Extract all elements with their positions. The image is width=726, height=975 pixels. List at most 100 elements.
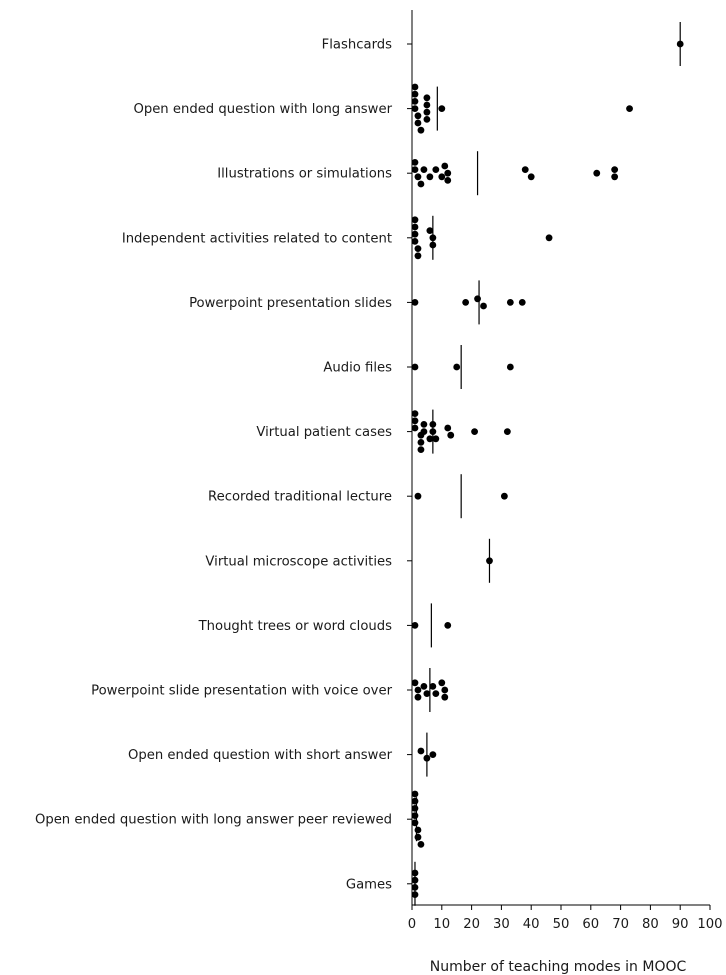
category-labels: Flashcards Open ended question with long …	[35, 38, 412, 892]
data-point	[411, 105, 419, 112]
data-point	[423, 116, 431, 123]
data-point	[429, 421, 437, 428]
data-point	[411, 83, 419, 91]
data-point	[438, 173, 446, 181]
data-point	[432, 435, 440, 443]
data-point	[411, 622, 419, 629]
data-point	[411, 819, 419, 827]
data-point	[426, 173, 434, 181]
category-label: Powerpoint slide presentation with voice…	[91, 684, 392, 699]
data-point	[414, 112, 422, 120]
category-label: Thought trees or word clouds	[198, 619, 393, 634]
x-tick-label: 70	[612, 917, 629, 932]
data-point	[429, 683, 437, 690]
data-point	[411, 223, 419, 231]
data-point	[447, 431, 455, 439]
data-point	[411, 410, 419, 417]
data-point	[432, 690, 440, 697]
x-tick-label: 80	[642, 917, 659, 932]
data-point	[423, 101, 431, 109]
x-axis-ticks: 0 10 20 30 40 50 60 70 80 90 100	[408, 905, 723, 932]
data-point	[420, 428, 428, 435]
data-point	[444, 169, 452, 177]
x-tick-label: 100	[697, 917, 722, 932]
data-point	[411, 166, 419, 174]
data-point	[414, 252, 422, 260]
data-point	[611, 166, 619, 174]
category-label: Powerpoint presentation slides	[189, 296, 392, 311]
x-tick-label: 50	[553, 917, 570, 932]
data-point	[423, 690, 431, 697]
x-tick-label: 10	[433, 917, 450, 932]
data-point	[500, 492, 508, 500]
data-point	[444, 622, 452, 629]
data-point	[414, 173, 422, 181]
data-point	[429, 241, 437, 249]
data-point	[411, 230, 419, 238]
x-tick-label: 20	[463, 917, 480, 932]
data-point	[423, 108, 431, 116]
data-point	[414, 826, 422, 834]
data-point	[480, 302, 487, 310]
x-tick-label: 0	[408, 917, 416, 932]
data-point	[411, 299, 419, 306]
data-point	[411, 363, 419, 371]
data-point	[420, 166, 428, 174]
data-point	[438, 679, 446, 687]
data-point	[426, 435, 434, 443]
data-point	[414, 686, 422, 694]
data-point	[423, 94, 431, 102]
data-point	[417, 841, 425, 848]
data-point	[411, 417, 419, 425]
data-point	[521, 166, 529, 174]
data-point	[441, 693, 449, 701]
data-point	[411, 869, 419, 877]
data-point	[417, 126, 425, 134]
data-point	[411, 424, 419, 432]
data-point	[411, 891, 419, 898]
data-point	[441, 162, 449, 170]
data-point	[471, 428, 478, 435]
data-point	[474, 295, 481, 303]
x-tick-label: 40	[523, 917, 540, 932]
data-point	[420, 683, 428, 690]
data-point	[411, 679, 419, 687]
data-point	[444, 177, 452, 184]
data-point	[411, 238, 419, 245]
data-point	[429, 751, 437, 758]
data-point	[411, 805, 419, 812]
data-point	[438, 105, 446, 112]
data-point	[417, 180, 425, 188]
data-point	[506, 363, 514, 371]
category-label: Games	[346, 877, 392, 892]
data-point	[414, 693, 422, 701]
data-point	[506, 299, 514, 306]
data-point	[417, 747, 425, 755]
data-point	[503, 428, 511, 435]
data-point	[411, 884, 419, 891]
category-label: Virtual microscope activities	[205, 554, 392, 569]
data-point	[411, 790, 419, 798]
data-point	[426, 227, 434, 235]
data-point	[593, 169, 601, 177]
data-point	[414, 833, 422, 841]
data-point	[441, 686, 449, 694]
data-points	[411, 40, 684, 898]
median-lines	[414, 22, 681, 906]
category-label: Open ended question with long answer pee…	[35, 813, 392, 828]
data-point	[411, 812, 419, 819]
x-tick-label: 90	[672, 917, 689, 932]
data-point	[429, 428, 437, 435]
data-point	[411, 98, 419, 105]
data-point	[611, 173, 619, 181]
data-point	[420, 421, 428, 428]
data-point	[444, 424, 452, 432]
data-point	[676, 40, 684, 48]
data-point	[423, 754, 431, 762]
category-label: Virtual patient cases	[256, 425, 392, 440]
data-point	[411, 216, 419, 224]
data-point	[411, 797, 419, 805]
x-axis-title: Number of teaching modes in MOOC	[430, 959, 687, 975]
data-point	[429, 234, 437, 242]
